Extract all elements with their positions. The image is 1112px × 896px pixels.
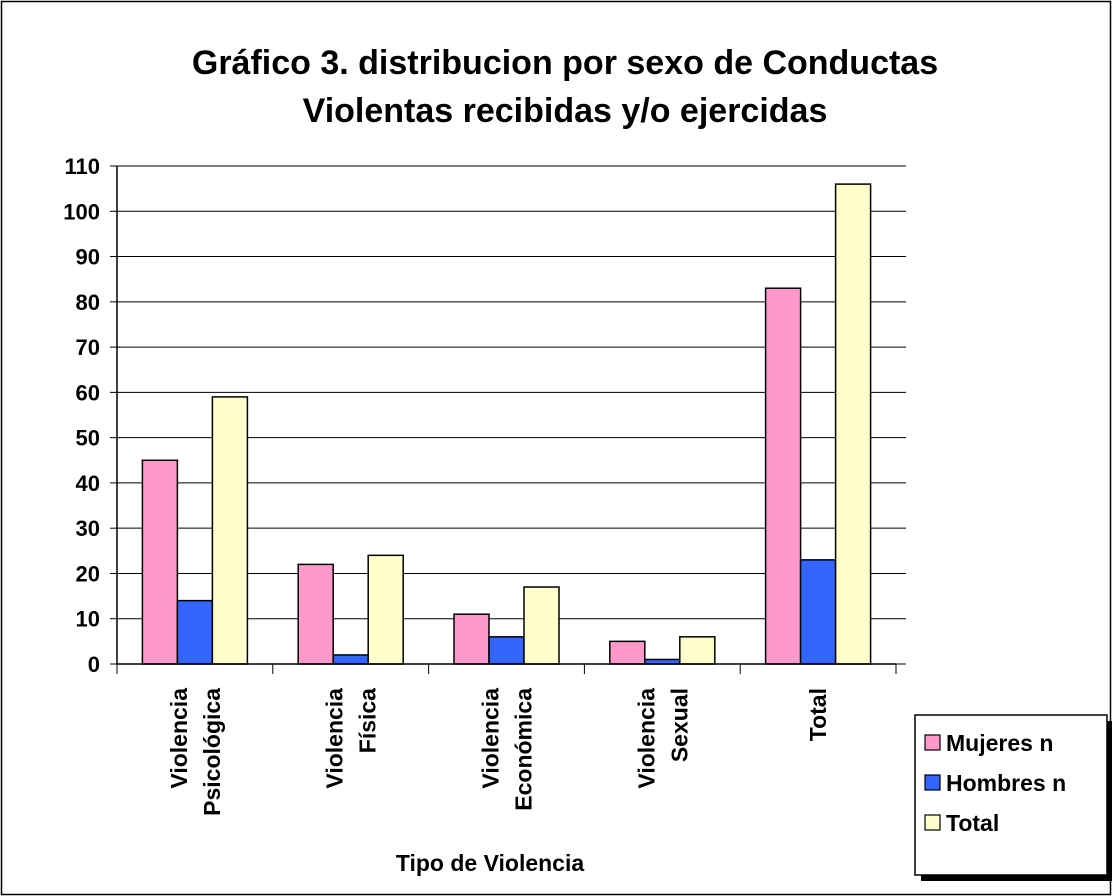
y-tick-label: 0 [88, 652, 100, 677]
legend-swatch [924, 774, 941, 791]
x-tick-label: Sexual [666, 688, 692, 762]
y-tick-label: 10 [76, 607, 100, 632]
x-axis-title: Tipo de Violencia [396, 850, 585, 876]
y-tick-label: 60 [76, 380, 100, 405]
bar [799, 559, 837, 665]
bar [488, 636, 525, 665]
x-tick-label: Física [355, 688, 381, 753]
x-tick-label: Violencia [478, 688, 504, 789]
bar [523, 586, 560, 665]
legend-label: Hombres n [946, 770, 1066, 796]
legend [914, 714, 1108, 876]
bar [332, 654, 369, 665]
x-tick-label: Psicológica [199, 688, 225, 816]
y-tick-label: 30 [76, 516, 100, 541]
chart-title: Violentas recibidas y/o ejercidas [303, 92, 828, 130]
y-tick-label: 110 [65, 154, 101, 179]
bar [176, 599, 214, 665]
y-tick-label: 90 [76, 245, 100, 270]
bar [297, 563, 334, 665]
bar [367, 554, 404, 665]
y-tick-label: 50 [76, 426, 100, 451]
y-tick-label: 100 [63, 199, 100, 224]
legend-swatch [924, 814, 941, 831]
bar [679, 636, 716, 665]
chart-title: Gráfico 3. distribucion por sexo de Cond… [192, 44, 938, 82]
bar [211, 396, 249, 665]
y-tick-label: 40 [76, 471, 100, 496]
legend-label: Mujeres n [946, 730, 1053, 756]
x-tick-label: Económica [511, 688, 537, 811]
x-tick-label: Total [805, 688, 831, 741]
y-tick-label: 70 [76, 335, 100, 360]
x-tick-label: Violencia [166, 688, 192, 789]
bar [141, 459, 179, 665]
y-tick-label: 80 [76, 290, 100, 315]
legend-label: Total [946, 810, 999, 836]
x-tick-label: Violencia [633, 688, 659, 789]
bar [609, 640, 646, 665]
x-tick-label: Violencia [322, 688, 348, 789]
bar [764, 287, 802, 665]
bar [453, 613, 490, 665]
y-tick-label: 20 [76, 561, 100, 586]
bar [834, 183, 872, 665]
legend-swatch [924, 734, 941, 751]
